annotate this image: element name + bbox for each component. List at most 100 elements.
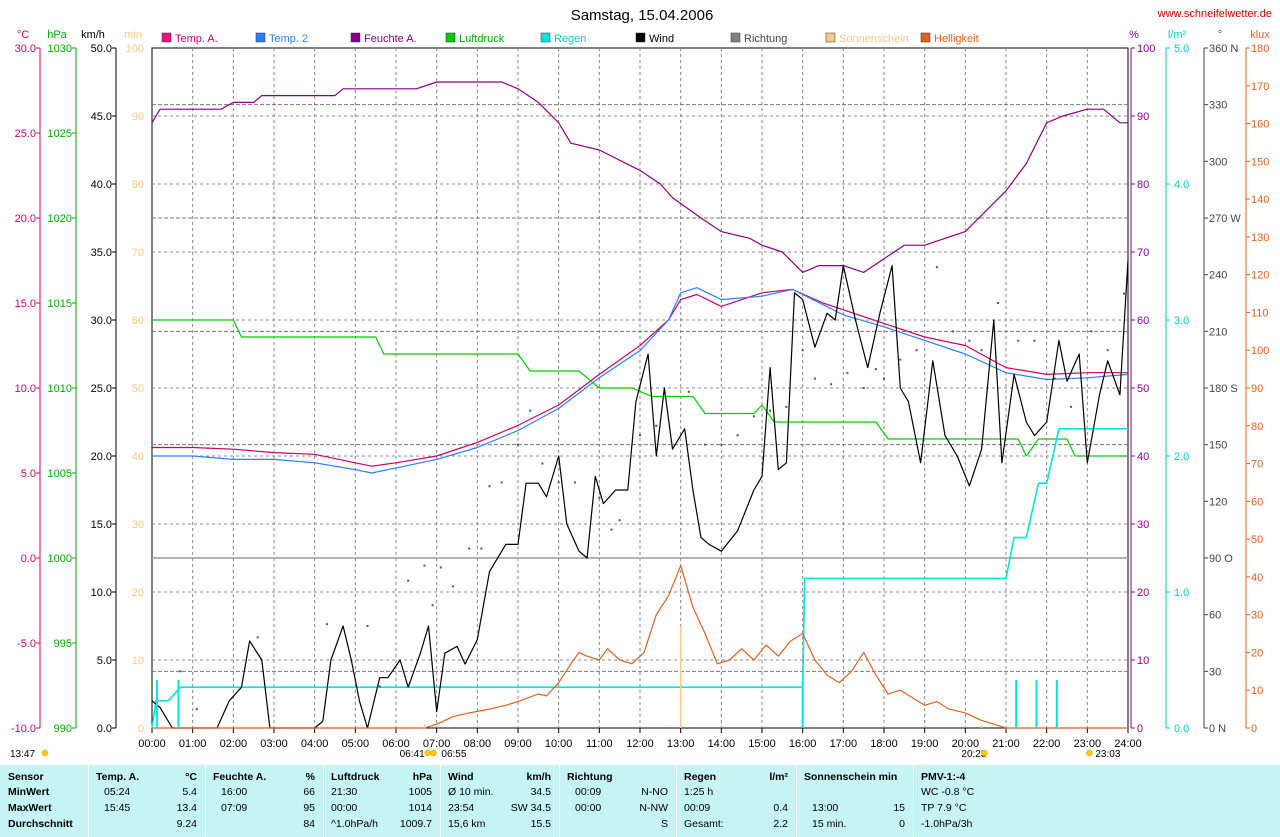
x-axis-tick-label: 21:00 [992,738,1020,750]
legend-label: Regen [554,33,586,45]
stats-cell: PMV-1:-4 [921,771,966,783]
legend-label: Helligkeit [934,33,979,45]
axis-tick-label: 50 [1251,534,1263,546]
axis-tick-label: 995 [54,638,72,650]
direction-point [1070,405,1073,408]
x-axis-tick-label: 07:00 [423,738,451,750]
axis-tick-label: 20.0 [91,451,112,463]
direction-point [883,377,885,380]
stats-cell: 13:00 [812,802,839,814]
axis-tick-label: 5.0 [21,468,36,480]
direction-point [687,390,690,393]
axis-tick-label: 180 [1251,43,1269,55]
axis-tick-label: 20 [132,587,144,599]
axis-unit-label: l/m² [1168,29,1187,41]
axis-tick-label: 40 [1251,572,1263,584]
stats-cell: 1014 [408,802,432,814]
axis-tick-label: 30.0 [15,43,36,55]
stats-cell: 07:09 [221,802,248,814]
direction-point [378,685,381,688]
axis-tick-label: 1010 [48,383,72,395]
axis-tick-label: 90 [132,111,144,123]
stats-cell: % [305,771,315,783]
stats-cell: S [660,818,668,830]
axis-tick-label: 180 S [1209,383,1238,395]
axis-tick-label: 3.0 [1174,315,1189,327]
stats-cell: Temp. A. [96,771,140,783]
stats-cell: 15,6 km [448,818,486,830]
axis-tick-label: 210 [1209,326,1227,338]
stats-cell: 00:00 [575,802,602,814]
legend-label: Luftdruck [459,33,505,45]
stats-cell: 5.4 [182,786,197,798]
stats-cell: 16:00 [221,786,248,798]
column-divider [205,765,206,837]
axis-tick-label: 990 [54,723,72,735]
x-axis-tick-label: 17:00 [830,738,858,750]
column-divider [796,765,797,837]
axis-tick-label: 1025 [48,128,72,140]
direction-point [618,519,621,522]
stats-cell: -1.0hPa/3h [921,818,973,830]
axis-tick-label: 20 [1251,647,1263,659]
stats-cell: 34.5 [530,786,551,798]
statistics-table: Sensor MinWert MaxWert Durchschnitt Temp. A.… [0,765,1280,837]
x-axis-tick-label: 04:00 [301,738,329,750]
axis-tick-label: 1030 [48,43,72,55]
x-axis-tick-label: 24:00 [1114,738,1142,750]
stats-cell: WC -0.8 °C [921,786,975,798]
axis-tick-label: 140 [1251,194,1269,206]
legend-swatch [540,32,551,43]
axis-unit-label: °C [17,29,29,41]
stats-cell: 05:24 [104,786,131,798]
sun-marker-icon [424,749,431,757]
stats-cell: Durchschnitt [8,818,73,830]
axis-tick-label: 90 [1251,383,1263,395]
helligkeit-line [152,565,1128,729]
x-axis-tick-label: 19:00 [911,738,939,750]
axis-tick-label: -5.0 [17,638,36,650]
axis-tick-label: 40 [1137,451,1149,463]
stats-cell: 21:30 [331,786,358,798]
legend-label: Temp. A. [175,33,218,45]
direction-point [752,415,755,418]
chart-title: Samstag, 15.04.2006 [571,7,714,24]
stats-cell: MaxWert [8,802,52,814]
x-axis-tick-label: 09:00 [504,738,532,750]
stats-cell: l/m² [769,771,788,783]
stats-column: PMV-1:-4 WC -0.8 °C TP 7.9 °C -1.0hPa/3h [913,765,1063,837]
direction-point [1033,339,1036,342]
sun-marker-icon [981,749,988,757]
stats-cell: 95 [303,802,315,814]
axis-tick-label: 1015 [48,298,72,310]
x-axis-tick-label: 15:00 [748,738,776,750]
stats-cell: 15 min. [812,818,847,830]
axis-tick-label: 100 [1137,43,1155,55]
axis-tick-label: 1020 [48,213,72,225]
axis-tick-label: 90 [1137,111,1149,123]
axis-tick-label: 50 [132,383,144,395]
direction-point [195,708,198,711]
direction-point [325,623,328,626]
direction-point [655,424,658,427]
stats-cell: 23:54 [448,802,475,814]
axis-tick-label: 100 [126,43,144,55]
axis-tick-label: 45.0 [91,111,112,123]
site-link[interactable]: www.schneifelwetter.de [1157,8,1272,20]
stats-cell: 00:09 [684,802,711,814]
direction-point [935,266,938,269]
x-axis-tick-label: 08:00 [464,738,492,750]
axis-tick-label: 50 [1137,383,1149,395]
x-axis-tick-label: 11:00 [586,738,613,750]
direction-point [968,339,971,342]
axis-tick-label: 30 [132,519,144,531]
x-axis-tick-label: 13:00 [667,738,695,750]
axis-tick-label: 170 [1251,81,1269,93]
axis-tick-label: 50.0 [91,43,112,55]
stats-cell: Regen [684,771,717,783]
stats-cell: 1005 [408,786,432,798]
axis-tick-label: 240 [1209,270,1227,282]
axis-tick-label: 70 [1251,459,1263,471]
axis-tick-label: 20.0 [15,213,36,225]
weather-chart: Samstag, 15.04.2006 www.schneifelwetter.… [10,7,1272,760]
